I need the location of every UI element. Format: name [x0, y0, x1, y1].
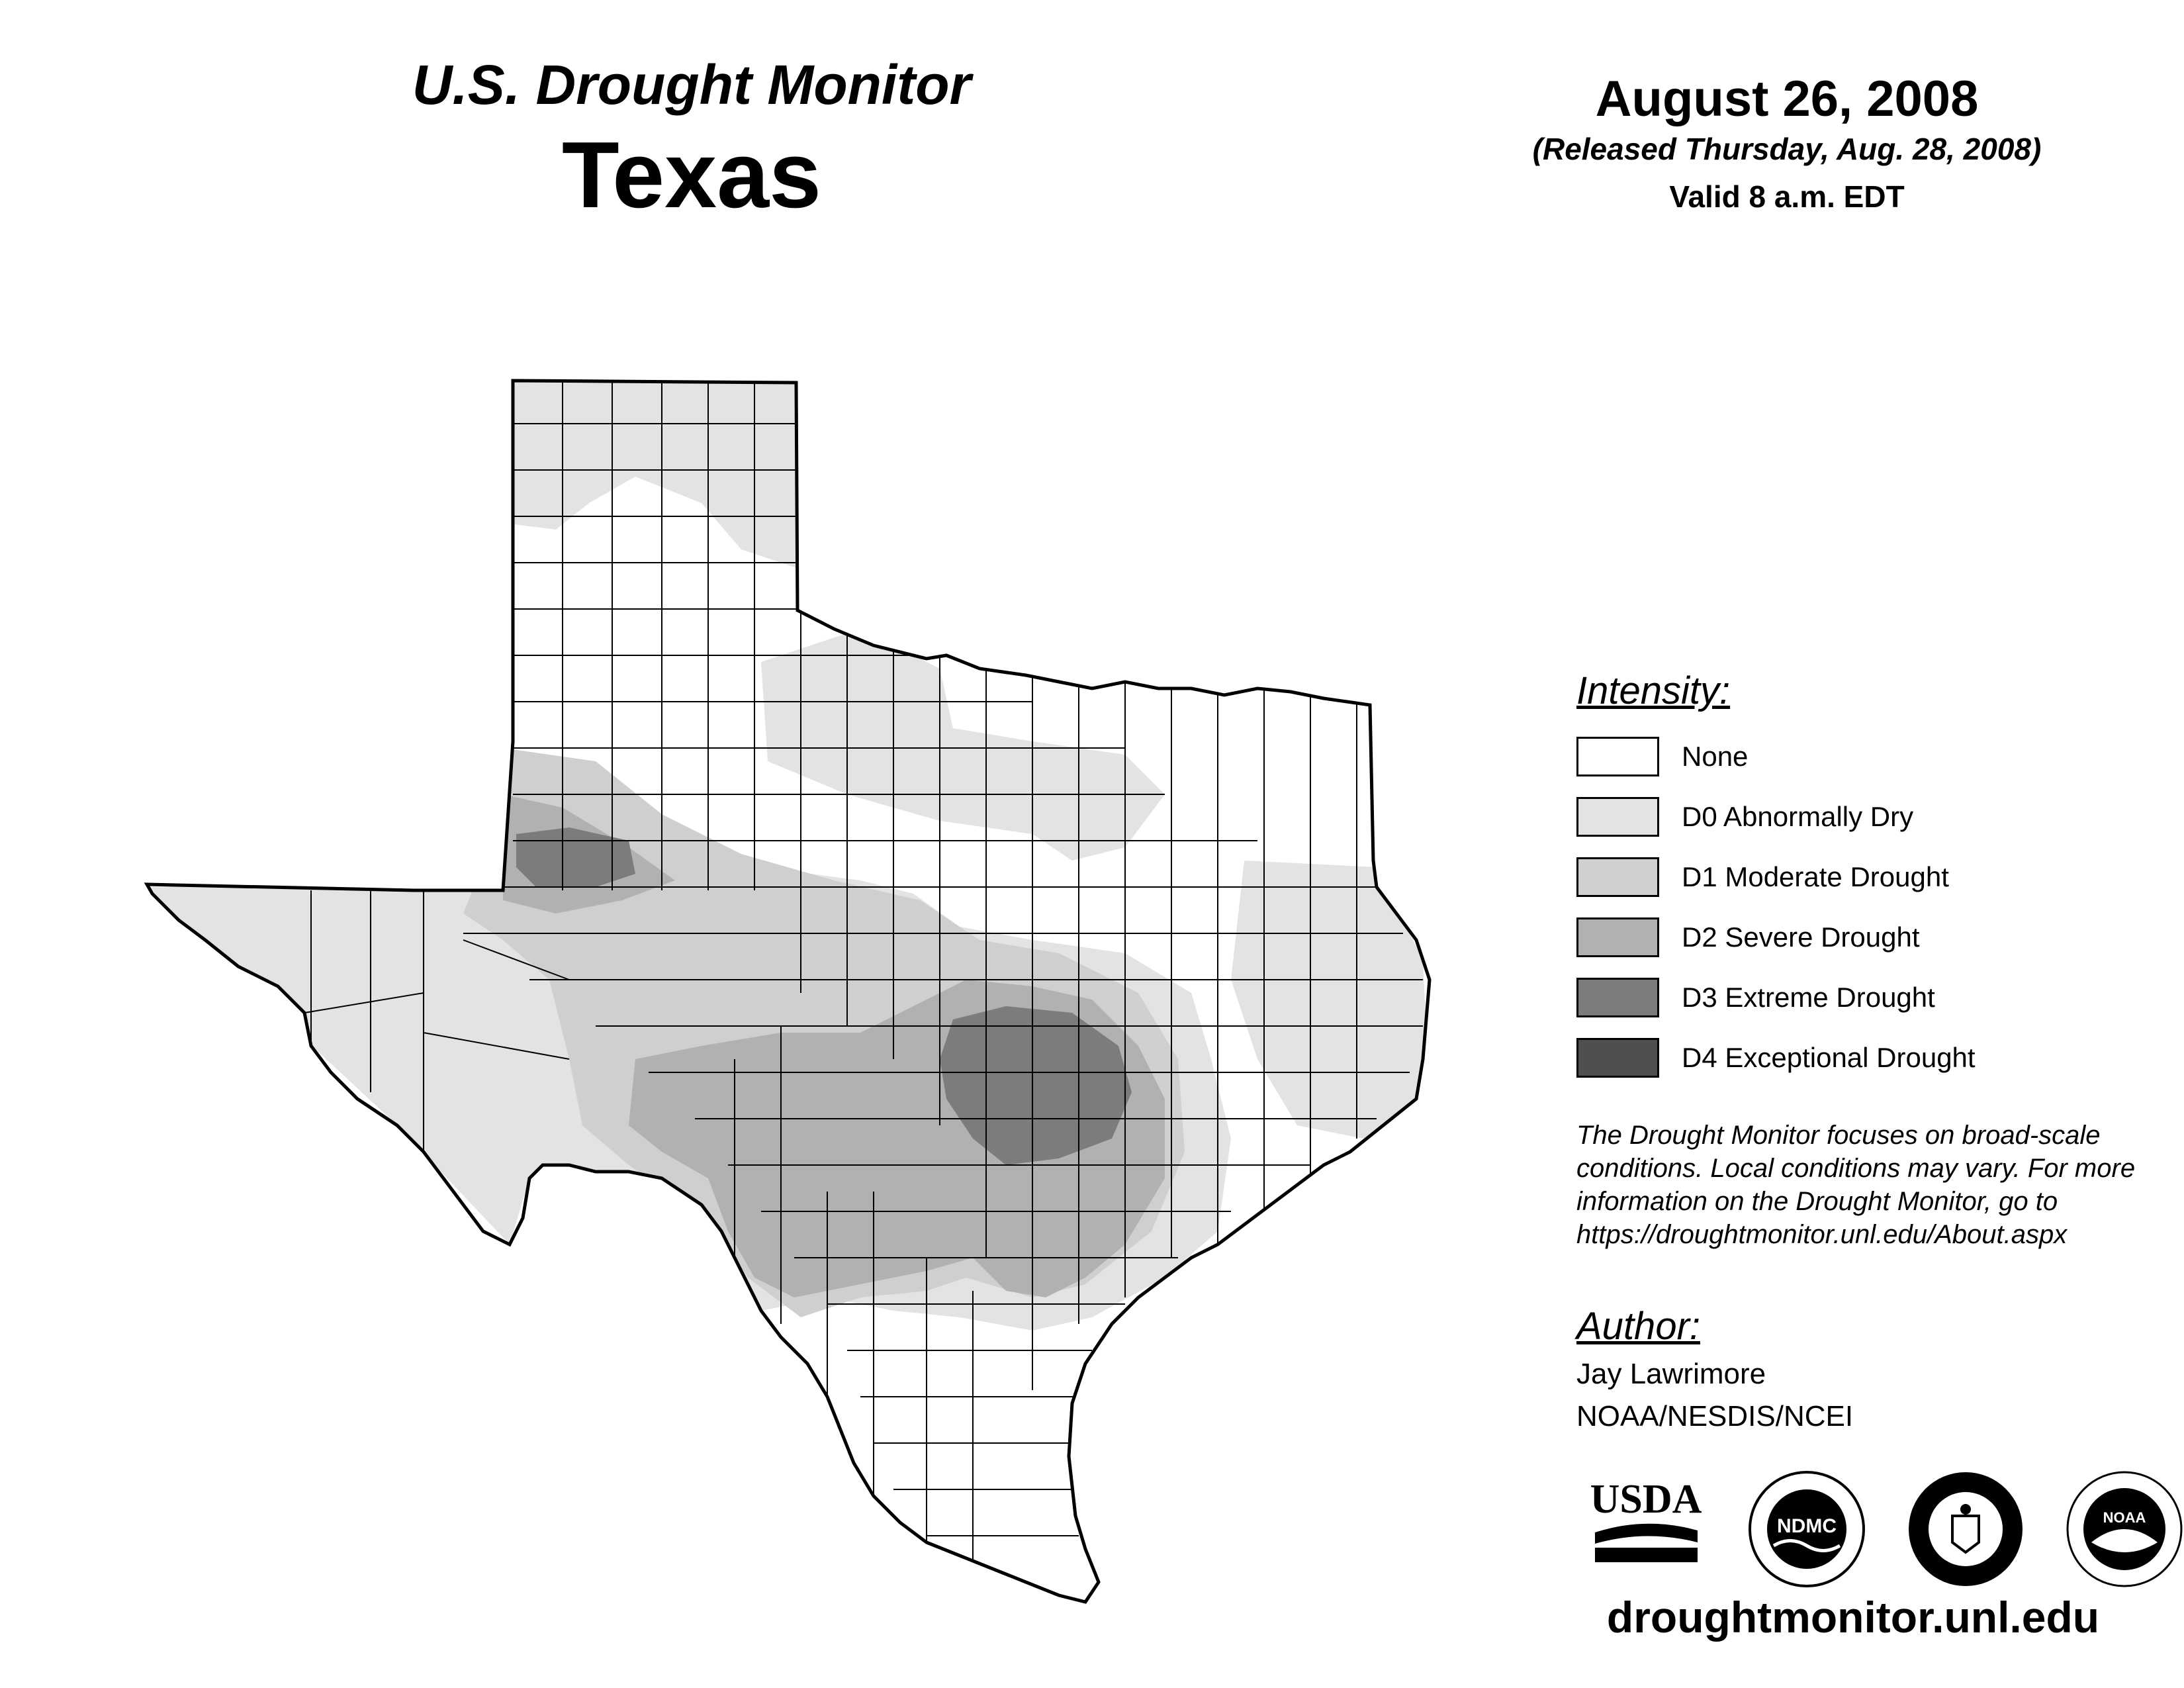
legend-rows: None D0 Abnormally Dry D1 Moderate Drought…	[1576, 726, 2172, 1088]
legend-item: D4 Exceptional Drought	[1576, 1027, 2172, 1088]
website-url: droughtmonitor.unl.edu	[1606, 1593, 2100, 1642]
legend-label: D0 Abnormally Dry	[1682, 800, 1914, 832]
author-block: Author: Jay Lawrimore NOAA/NESDIS/NCEI	[1576, 1304, 2172, 1433]
d3-west	[516, 827, 635, 887]
legend-item: D1 Moderate Drought	[1576, 847, 2172, 907]
drought-areas	[147, 381, 1430, 1331]
map-date: August 26, 2008	[1595, 71, 1979, 127]
legend: Intensity: None D0 Abnormally Dry D1 Moder…	[1576, 669, 2172, 1088]
ndmc-logo: NDMC	[1749, 1471, 1865, 1587]
legend-label: D3 Extreme Drought	[1682, 981, 1935, 1013]
legend-swatch	[1576, 736, 1659, 776]
texas-drought-map	[144, 379, 1432, 1604]
legend-item: None	[1576, 726, 2172, 786]
noaa-logo-text: NOAA	[2103, 1509, 2146, 1526]
map-title: U.S. Drought Monitor	[412, 54, 972, 116]
county-lines	[304, 381, 1423, 1562]
legend-label: D2 Severe Drought	[1682, 921, 1920, 953]
d0-panhandle-north	[503, 381, 801, 569]
author-heading: Author:	[1576, 1305, 1700, 1348]
title-block: U.S. Drought Monitor Texas	[278, 53, 1105, 227]
release-date: (Released Thursday, Aug. 28, 2008)	[1532, 131, 2042, 166]
d0-east-texas	[1231, 861, 1430, 1139]
legend-label: None	[1682, 740, 1749, 772]
legend-swatch	[1576, 917, 1659, 957]
legend-label: D1 Moderate Drought	[1682, 861, 1949, 892]
legend-item: D2 Severe Drought	[1576, 907, 2172, 967]
d0-north-texas	[761, 629, 1165, 861]
legend-label: D4 Exceptional Drought	[1682, 1041, 1976, 1073]
texas-outline	[144, 379, 1432, 1604]
usda-logo: USDA	[1590, 1477, 1702, 1562]
ndmc-logo-text: NDMC	[1777, 1515, 1837, 1537]
author-org: NOAA/NESDIS/NCEI	[1576, 1400, 1854, 1432]
legend-heading: Intensity:	[1576, 669, 1731, 712]
logos: USDA NDMC NOAA	[1588, 1470, 2183, 1595]
author-name: Jay Lawrimore	[1576, 1358, 1766, 1390]
legend-swatch	[1576, 857, 1659, 897]
noaa-logo: NOAA	[2066, 1471, 2183, 1587]
legend-swatch	[1576, 977, 1659, 1017]
usda-logo-text: USDA	[1590, 1477, 1702, 1522]
disclaimer-note: The Drought Monitor focuses on broad-sca…	[1576, 1121, 2136, 1249]
legend-item: D0 Abnormally Dry	[1576, 786, 2172, 847]
date-block: August 26, 2008 (Released Thursday, Aug.…	[1423, 71, 2151, 214]
legend-item: D3 Extreme Drought	[1576, 967, 2172, 1027]
legend-swatch	[1576, 1037, 1659, 1078]
valid-time: Valid 8 a.m. EDT	[1669, 179, 1905, 214]
legend-swatch	[1576, 796, 1659, 837]
commerce-logo	[1909, 1472, 2023, 1586]
state-name: Texas	[561, 122, 822, 228]
d3-central	[940, 1006, 1132, 1165]
